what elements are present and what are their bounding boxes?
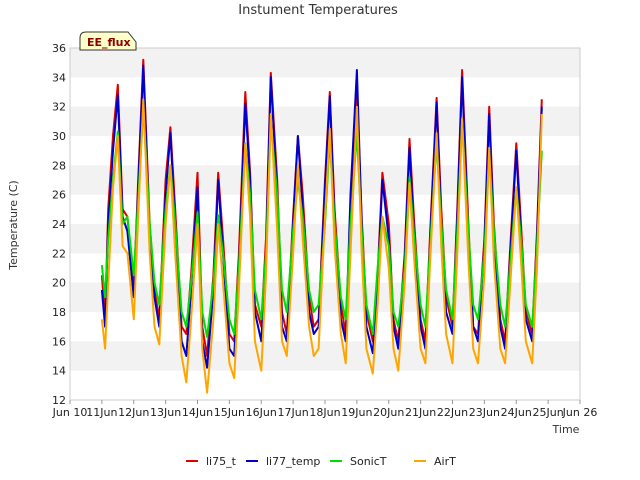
legend: li75_t li77_temp SonicT AirT bbox=[186, 455, 456, 468]
y-axis-label: Temperature (C) bbox=[7, 180, 20, 270]
chart-title: Instument Temperatures bbox=[238, 3, 398, 18]
y-tick-label: 22 bbox=[52, 247, 66, 260]
y-tick-label: 26 bbox=[52, 189, 66, 202]
x-tick-label: 12Jun bbox=[118, 406, 149, 419]
legend-label-SonicT: SonicT bbox=[350, 455, 387, 468]
y-tick-label: 18 bbox=[52, 306, 66, 319]
y-tick-label: 34 bbox=[52, 71, 66, 84]
x-tick-label: 19Jun bbox=[341, 406, 372, 419]
legend-label-li77_temp: li77_temp bbox=[266, 455, 320, 468]
y-tick-label: 36 bbox=[52, 42, 66, 55]
x-tick-label: 21Jun bbox=[405, 406, 436, 419]
ee-flux-badge: EE_flux bbox=[79, 31, 137, 51]
y-tick-label: 28 bbox=[52, 159, 66, 172]
grid-band bbox=[70, 48, 580, 78]
y-tick-label: 30 bbox=[52, 130, 66, 143]
x-tick-label: 16Jun bbox=[246, 406, 277, 419]
x-tick-label: 14Jun bbox=[182, 406, 213, 419]
y-tick-label: 24 bbox=[52, 218, 66, 231]
y-tick-label: 16 bbox=[52, 335, 66, 348]
x-tick-label: 20Jun bbox=[373, 406, 404, 419]
x-tick-label: 25Jun bbox=[533, 406, 564, 419]
y-tick-label: 20 bbox=[52, 277, 66, 290]
x-tick-label: 17Jun bbox=[278, 406, 309, 419]
y-tick-label: 12 bbox=[52, 394, 66, 407]
x-tick-label: 24Jun bbox=[501, 406, 532, 419]
x-tick-label: 15Jun bbox=[214, 406, 245, 419]
y-tick-label: 32 bbox=[52, 101, 66, 114]
x-tick-label: Jun 26 bbox=[562, 406, 598, 419]
series-line-AirT bbox=[100, 98, 543, 394]
grid-band bbox=[70, 341, 580, 371]
legend-label-AirT: AirT bbox=[434, 455, 456, 468]
x-tick-label: 23Jun bbox=[469, 406, 500, 419]
grid-band bbox=[70, 106, 580, 136]
x-axis-label: Time bbox=[552, 423, 580, 436]
legend-label-li75_t: li75_t bbox=[206, 455, 237, 468]
x-tick-label: 18Jun bbox=[309, 406, 340, 419]
x-tick-label: 11Jun bbox=[86, 406, 117, 419]
x-tick-label: 13Jun bbox=[150, 406, 181, 419]
series-lines bbox=[100, 58, 543, 394]
badge-label: EE_flux bbox=[87, 36, 131, 49]
x-tick-label: 22Jun bbox=[437, 406, 468, 419]
y-tick-label: 14 bbox=[52, 365, 66, 378]
grid-band bbox=[70, 282, 580, 312]
x-tick-label: Jun 10 bbox=[52, 406, 88, 419]
